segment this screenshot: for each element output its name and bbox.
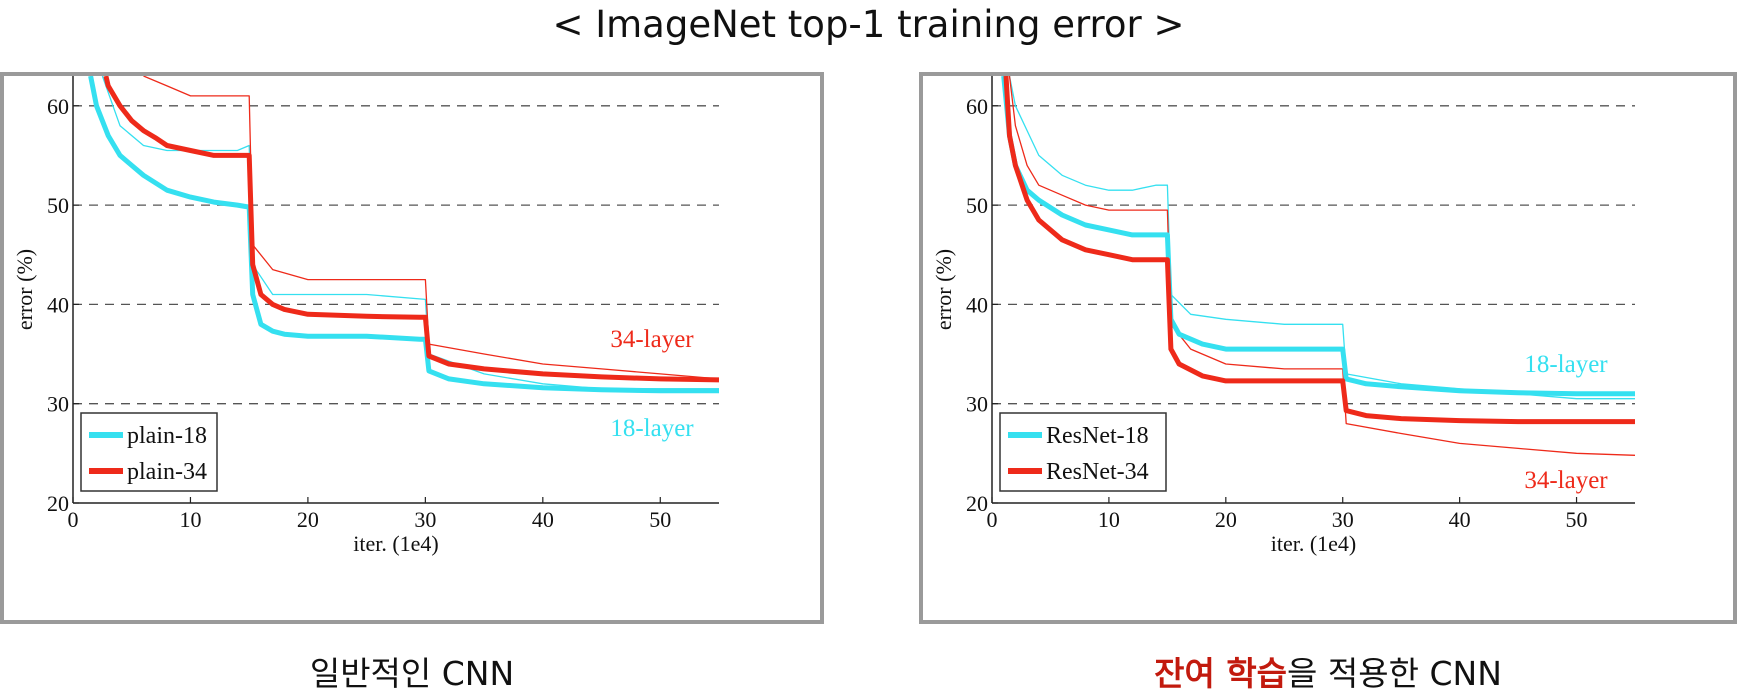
x-axis-label: iter. (1e4) — [1271, 531, 1357, 556]
legend-label: ResNet-18 — [1046, 423, 1149, 449]
y-tick-label: 50 — [47, 193, 69, 218]
legend-label: plain-34 — [127, 459, 207, 485]
y-tick-label: 20 — [47, 491, 69, 516]
x-tick-label: 40 — [1449, 507, 1471, 532]
plain-cnn-chart-panel: 0 10 20 30 40 50 20 30 40 50 60 iter. (1e4) error (%… — [0, 72, 824, 624]
y-axis-label: error (%) — [931, 249, 956, 330]
legend-label: ResNet-34 — [1046, 459, 1149, 485]
residual-learning-highlight: 잔여 학습 — [1154, 654, 1288, 693]
x-tick-label: 40 — [532, 507, 554, 532]
y-tick-label: 40 — [47, 292, 69, 317]
x-tick-label: 30 — [414, 507, 436, 532]
series-line — [103, 76, 719, 383]
series-annotation: 18-layer — [610, 415, 694, 442]
x-tick-label: 30 — [1332, 507, 1354, 532]
y-tick-label: 50 — [966, 193, 988, 218]
y-tick-label: 30 — [47, 392, 69, 417]
plain-cnn-caption: 일반적인 CNN — [309, 654, 515, 693]
y-tick-label: 40 — [966, 292, 988, 317]
resnet-caption: 잔여 학습을 적용한 CNN — [919, 652, 1737, 696]
x-axis-label: iter. (1e4) — [353, 531, 439, 556]
legend-box — [999, 412, 1167, 492]
y-tick-label: 60 — [966, 94, 988, 119]
x-tick-label: 20 — [1215, 507, 1237, 532]
legend-label: plain-18 — [127, 423, 207, 449]
x-tick-label: 20 — [297, 507, 319, 532]
x-tick-label: 50 — [649, 507, 671, 532]
series-line — [143, 76, 719, 380]
resnet-caption-rest: 을 적용한 CNN — [1287, 654, 1502, 693]
resnet-chart-panel: 0 10 20 30 40 50 20 30 40 50 60 iter. (1e4) error (%… — [919, 72, 1737, 624]
x-tick-label: 10 — [179, 507, 201, 532]
series-annotation: 18-layer — [1524, 351, 1608, 378]
x-tick-label: 10 — [1098, 507, 1120, 532]
resnet-chart: 0 10 20 30 40 50 20 30 40 50 60 iter. (1e4) error (%… — [931, 76, 1635, 556]
series-line — [88, 76, 719, 394]
series-line — [1008, 76, 1635, 456]
x-tick-label: 0 — [987, 507, 998, 532]
series-line — [101, 76, 719, 390]
plain-cnn-chart: 0 10 20 30 40 50 20 30 40 50 60 iter. (1e4) error (%… — [12, 76, 719, 556]
x-tick-label: 0 — [68, 507, 79, 532]
series-annotation: 34-layer — [610, 326, 694, 353]
y-tick-label: 60 — [47, 94, 69, 119]
y-tick-label: 20 — [966, 491, 988, 516]
x-tick-label: 50 — [1566, 507, 1588, 532]
series-line — [1003, 76, 1635, 425]
page-title: < ImageNet top-1 training error > — [552, 3, 1185, 46]
y-tick-label: 30 — [966, 392, 988, 417]
series-line — [1001, 76, 1635, 397]
y-axis-label: error (%) — [12, 249, 37, 330]
series-annotation: 34-layer — [1524, 467, 1608, 494]
legend-box — [80, 412, 218, 492]
